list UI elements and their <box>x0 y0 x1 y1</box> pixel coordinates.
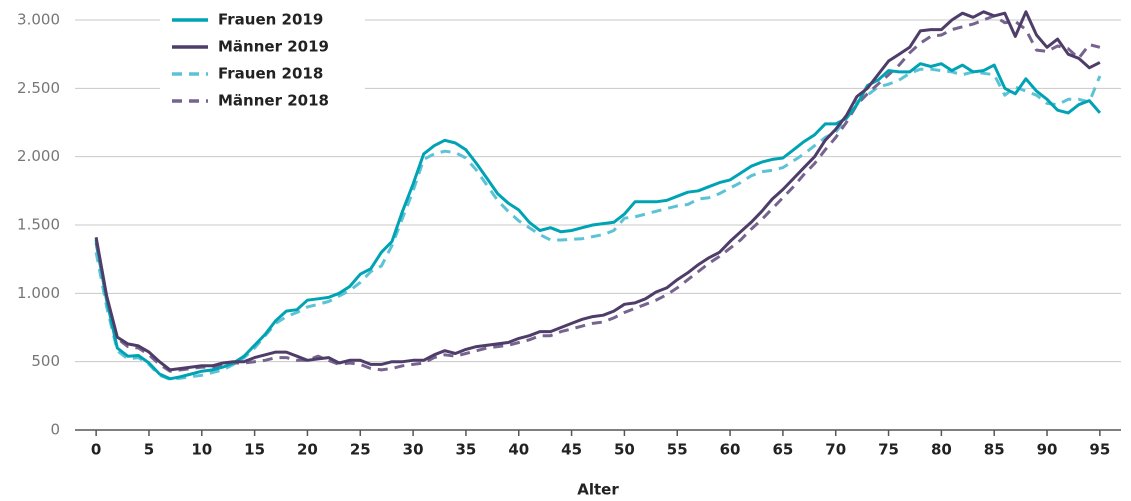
x-tick-label: 30 <box>403 441 424 459</box>
legend-box <box>160 4 365 116</box>
x-tick-label: 85 <box>984 441 1005 459</box>
x-tick-label: 90 <box>1037 441 1058 459</box>
x-tick-label: 20 <box>297 441 318 459</box>
x-tick-label: 60 <box>720 441 741 459</box>
legend-label: Männer 2018 <box>218 92 329 110</box>
y-tick-label: 2.500 <box>17 79 60 97</box>
legend-label: Männer 2019 <box>218 38 329 56</box>
x-tick-label: 55 <box>667 441 688 459</box>
legend-label: Frauen 2019 <box>218 11 323 29</box>
x-tick-label: 80 <box>931 441 952 459</box>
x-tick-label: 25 <box>350 441 371 459</box>
x-tick-label: 10 <box>191 441 212 459</box>
series-line <box>94 14 1101 373</box>
x-tick-label: 75 <box>878 441 899 459</box>
legend-label: Frauen 2018 <box>218 65 323 83</box>
x-tick-label: 50 <box>614 441 635 459</box>
x-axis-label: Alter <box>577 481 619 499</box>
x-tick-label: 5 <box>144 441 154 459</box>
y-tick-label: 1.000 <box>17 284 60 302</box>
y-tick-label: 2.000 <box>17 147 60 165</box>
x-tick-label: 65 <box>772 441 793 459</box>
y-tick-label: 1.500 <box>17 216 60 234</box>
y-tick-label: 3.000 <box>17 11 60 29</box>
x-tick-label: 95 <box>1089 441 1110 459</box>
x-tick-label: 15 <box>244 441 265 459</box>
x-tick-label: 70 <box>825 441 846 459</box>
series-line <box>94 67 1102 381</box>
x-tick-label: 40 <box>508 441 529 459</box>
y-tick-label: 0 <box>50 421 60 439</box>
x-tick-label: 0 <box>91 441 101 459</box>
series-line <box>94 62 1102 381</box>
x-tick-label: 35 <box>455 441 476 459</box>
x-tick-label: 45 <box>561 441 582 459</box>
series-line <box>94 10 1101 372</box>
y-tick-label: 500 <box>31 352 60 370</box>
